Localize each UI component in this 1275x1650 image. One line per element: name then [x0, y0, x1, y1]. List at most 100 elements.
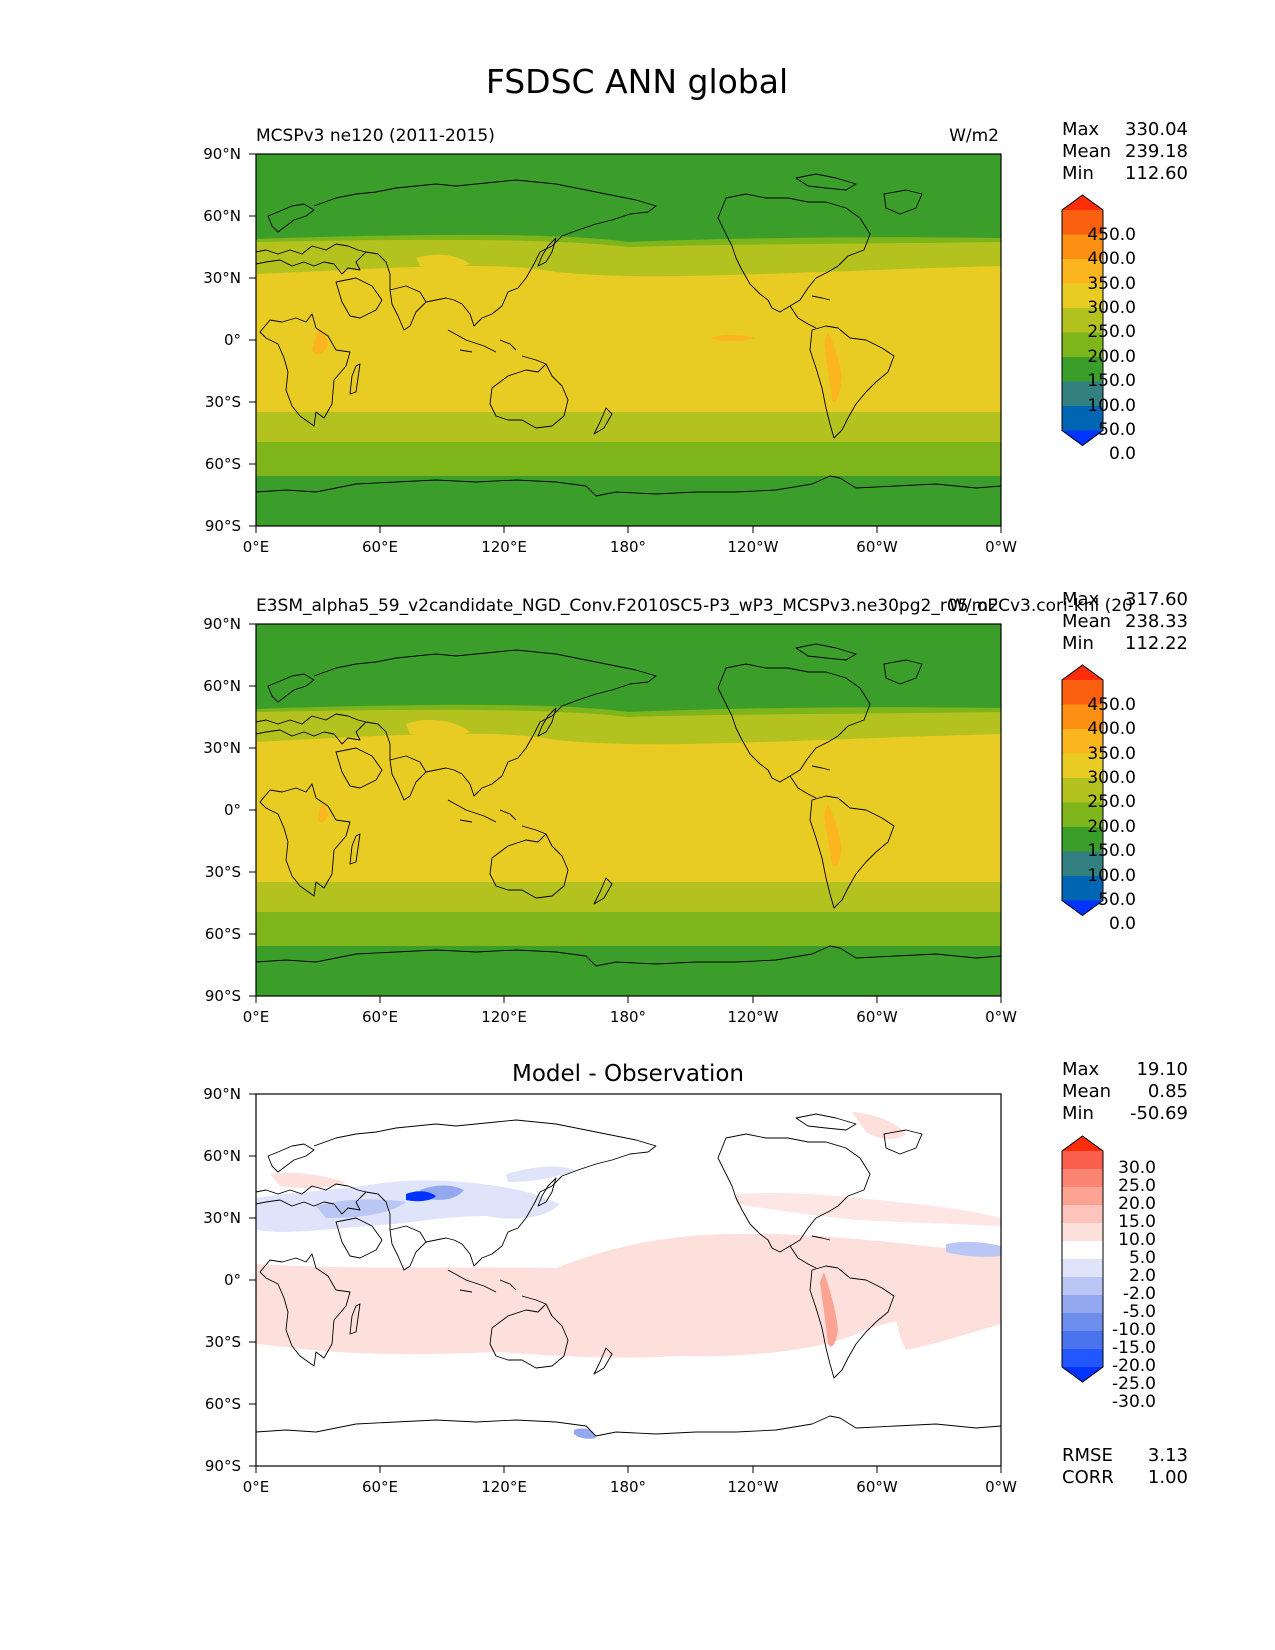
colorbar-label: 150.0 — [1087, 841, 1136, 861]
lon-label: 60°W — [856, 1008, 898, 1026]
colorbar-extend-max — [1062, 665, 1103, 680]
colorbar-label: 250.0 — [1087, 792, 1136, 812]
stat-value: -50.69 — [1130, 1103, 1188, 1124]
colorbar-label: 200.0 — [1087, 347, 1136, 367]
colorbar-label: 350.0 — [1087, 744, 1136, 764]
colorbar-segment — [1062, 332, 1103, 358]
lat-label: 60°N — [203, 677, 241, 695]
colorbar-segment — [1062, 357, 1103, 382]
lat-label: 60°N — [203, 1147, 241, 1165]
colorbar-extend-max — [1062, 195, 1103, 210]
lon-label: 0°W — [985, 1478, 1017, 1496]
panel-left-title: MCSPv3 ne120 (2011-2015) — [256, 126, 495, 146]
lat-label: 30°N — [203, 269, 241, 287]
colorbar-segment — [1062, 1205, 1103, 1224]
colorbar-segment — [1062, 1151, 1103, 1170]
lat-label: 30°S — [205, 863, 241, 881]
colorbar-label: 2.0 — [1129, 1266, 1156, 1286]
stat-value: 112.60 — [1125, 163, 1188, 184]
lat-label: 30°S — [205, 393, 241, 411]
stat-label: Max — [1062, 589, 1100, 610]
lat-label: 30°N — [203, 739, 241, 757]
lat-tick-labels: 90°N 60°N 30°N 0° 30°S 60°S 90°S — [203, 1085, 241, 1475]
colorbar-outline — [1061, 194, 1104, 447]
colorbar-label: -5.0 — [1123, 1302, 1156, 1322]
colorbar-label: 300.0 — [1087, 298, 1136, 318]
colorbar-segment — [1062, 1295, 1103, 1314]
stat-label: Min — [1062, 1103, 1094, 1124]
colorbar-label: -25.0 — [1112, 1374, 1156, 1394]
stat-label: Min — [1062, 633, 1094, 654]
lat-tick-labels: 90°N 60°N 30°N 0° 30°S 60°S 90°S — [203, 145, 241, 535]
lon-label: 180° — [610, 1478, 646, 1496]
colorbar-label: 400.0 — [1087, 249, 1136, 269]
colorbar-label: 250.0 — [1087, 322, 1136, 342]
panel-difference: Model - Observation — [203, 1059, 1188, 1496]
stats-block: Max 317.60 Mean 238.33 Min 112.22 — [1062, 589, 1188, 654]
colorbar-segment — [1062, 1277, 1103, 1296]
y-axis-ticks — [249, 153, 256, 527]
colorbar-label: 50.0 — [1098, 890, 1136, 910]
colorbar-segment — [1062, 234, 1103, 260]
lat-label: 60°S — [205, 455, 241, 473]
colorbar-label: 300.0 — [1087, 768, 1136, 788]
colorbar-outline — [1061, 1135, 1104, 1383]
lon-label: 0°E — [243, 1478, 270, 1496]
metrics-block: RMSE 3.13 CORR 1.00 — [1062, 1445, 1188, 1488]
colorbar-label: 0.0 — [1109, 914, 1136, 934]
lat-label: 0° — [224, 1271, 241, 1289]
colorbar-field-2 — [1061, 664, 1104, 917]
y-axis-ticks — [249, 623, 256, 997]
panel-center-title: Model - Observation — [512, 1061, 744, 1087]
colorbar-extend-min — [1062, 430, 1103, 446]
map-plot — [255, 623, 1002, 997]
colorbar-label: 5.0 — [1129, 1248, 1156, 1268]
lon-label: 60°E — [362, 1008, 398, 1026]
colorbar-extend-min — [1062, 900, 1103, 916]
colorbar: 450.0 400.0 350.0 300.0 250.0 200.0 150.… — [1061, 664, 1136, 934]
lat-label: 30°S — [205, 1333, 241, 1351]
lon-label: 0°W — [985, 1008, 1017, 1026]
colorbar-segment — [1062, 704, 1103, 730]
lat-label: 60°N — [203, 207, 241, 225]
stat-label: Mean — [1062, 141, 1111, 162]
lat-label: 90°S — [205, 987, 241, 1005]
stat-label: Mean — [1062, 1081, 1111, 1102]
colorbar-segment — [1062, 1241, 1103, 1260]
colorbar-label: 0.0 — [1109, 444, 1136, 464]
colorbar-label: -30.0 — [1112, 1392, 1156, 1412]
stat-value: 239.18 — [1125, 141, 1188, 162]
colorbar-segment — [1062, 729, 1103, 754]
metric-label: RMSE — [1062, 1445, 1113, 1466]
colorbar-segment — [1062, 1169, 1103, 1188]
lon-label: 60°E — [362, 538, 398, 556]
stat-label: Mean — [1062, 611, 1111, 632]
y-axis-ticks — [249, 1093, 256, 1467]
colorbar-label: 30.0 — [1118, 1158, 1156, 1178]
lat-label: 0° — [224, 801, 241, 819]
lon-label: 120°W — [728, 1008, 779, 1026]
colorbar-segment — [1062, 259, 1103, 284]
lon-label: 60°E — [362, 1478, 398, 1496]
colorbar-label: 450.0 — [1087, 695, 1136, 715]
colorbar-extend-min — [1062, 1367, 1103, 1382]
lon-label: 0°W — [985, 538, 1017, 556]
colorbar-segment — [1062, 778, 1103, 803]
metric-value: 1.00 — [1148, 1467, 1188, 1488]
lon-label: 120°W — [728, 538, 779, 556]
panel-model-ne30: E3SM_alpha5_59_v2candidate_NGD_Conv.F201… — [203, 589, 1188, 1026]
x-axis-ticks — [255, 526, 1002, 533]
lat-label: 30°N — [203, 1209, 241, 1227]
x-axis-ticks — [255, 996, 1002, 1003]
stat-label: Min — [1062, 163, 1094, 184]
metric-label: CORR — [1062, 1467, 1114, 1488]
figure-title: FSDSC ANN global — [486, 62, 788, 101]
colorbar-outline — [1061, 664, 1104, 917]
colorbar-segment — [1062, 802, 1103, 828]
colorbar-labels: 450.0 400.0 350.0 300.0 250.0 200.0 150.… — [1087, 225, 1136, 464]
stat-value: 0.85 — [1148, 1081, 1188, 1102]
colorbar-labels: 30.0 25.0 20.0 15.0 10.0 5.0 2.0 -2.0 -5… — [1112, 1158, 1156, 1412]
map-plot — [255, 153, 1002, 527]
colorbar-segment — [1062, 1349, 1103, 1368]
